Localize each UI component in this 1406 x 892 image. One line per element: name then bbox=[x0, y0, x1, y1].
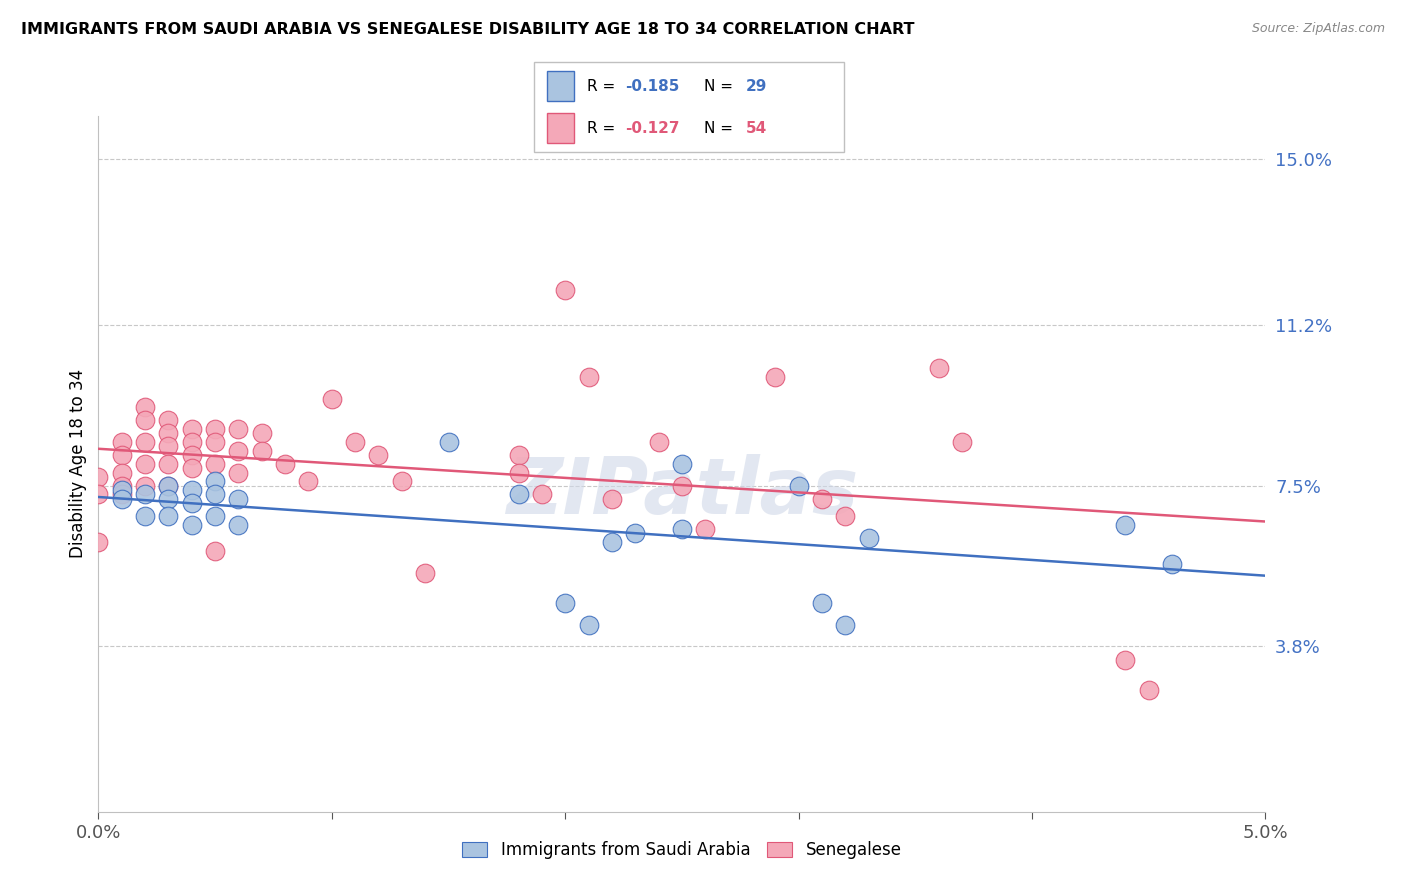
Point bbox=[180, 448, 202, 462]
Point bbox=[87, 535, 110, 549]
Point bbox=[671, 522, 693, 536]
Point bbox=[180, 496, 202, 510]
Point bbox=[763, 369, 786, 384]
Point bbox=[1161, 557, 1184, 571]
Point bbox=[228, 443, 250, 458]
Text: ZIPatlas: ZIPatlas bbox=[506, 454, 858, 530]
Text: -0.127: -0.127 bbox=[626, 120, 681, 136]
Point bbox=[157, 457, 180, 471]
Point bbox=[157, 426, 180, 441]
Text: Source: ZipAtlas.com: Source: ZipAtlas.com bbox=[1251, 22, 1385, 36]
Point bbox=[111, 448, 134, 462]
FancyBboxPatch shape bbox=[534, 62, 844, 152]
Point bbox=[157, 491, 180, 506]
Point bbox=[157, 478, 180, 492]
Point bbox=[250, 443, 273, 458]
Point bbox=[508, 448, 530, 462]
Point bbox=[858, 531, 880, 545]
Text: N =: N = bbox=[704, 78, 738, 94]
Point bbox=[600, 491, 623, 506]
Point bbox=[180, 461, 202, 475]
Point bbox=[578, 369, 600, 384]
Point bbox=[530, 487, 553, 501]
Point bbox=[228, 466, 250, 480]
Point bbox=[157, 413, 180, 427]
Point bbox=[1114, 517, 1136, 532]
Point bbox=[111, 466, 134, 480]
Legend: Immigrants from Saudi Arabia, Senegalese: Immigrants from Saudi Arabia, Senegalese bbox=[456, 835, 908, 866]
Text: R =: R = bbox=[586, 78, 620, 94]
Point bbox=[671, 457, 693, 471]
Point bbox=[111, 487, 134, 501]
Point bbox=[134, 401, 156, 415]
Point bbox=[134, 487, 156, 501]
Point bbox=[157, 478, 180, 492]
Point bbox=[647, 435, 669, 450]
Point bbox=[111, 483, 134, 497]
Point bbox=[111, 435, 134, 450]
Point bbox=[111, 491, 134, 506]
Point bbox=[87, 470, 110, 484]
Point bbox=[180, 422, 202, 436]
Point bbox=[134, 508, 156, 523]
Point bbox=[554, 283, 576, 297]
Point bbox=[437, 435, 460, 450]
Point bbox=[508, 487, 530, 501]
Point bbox=[204, 457, 226, 471]
Point bbox=[811, 596, 834, 610]
Point bbox=[250, 426, 273, 441]
Point bbox=[624, 526, 647, 541]
Point bbox=[204, 487, 226, 501]
Point bbox=[87, 487, 110, 501]
Point bbox=[180, 517, 202, 532]
Text: 29: 29 bbox=[747, 78, 768, 94]
Point bbox=[157, 440, 180, 454]
Point bbox=[1137, 683, 1160, 698]
Point bbox=[344, 435, 367, 450]
Text: -0.185: -0.185 bbox=[626, 78, 681, 94]
Point bbox=[228, 517, 250, 532]
Point bbox=[950, 435, 973, 450]
Point bbox=[671, 478, 693, 492]
Point bbox=[787, 478, 810, 492]
Point bbox=[554, 596, 576, 610]
Point bbox=[600, 535, 623, 549]
Point bbox=[134, 478, 156, 492]
Point bbox=[228, 422, 250, 436]
Text: IMMIGRANTS FROM SAUDI ARABIA VS SENEGALESE DISABILITY AGE 18 TO 34 CORRELATION C: IMMIGRANTS FROM SAUDI ARABIA VS SENEGALE… bbox=[21, 22, 914, 37]
Point bbox=[811, 491, 834, 506]
Point bbox=[228, 491, 250, 506]
Point bbox=[367, 448, 389, 462]
Point bbox=[111, 478, 134, 492]
Text: R =: R = bbox=[586, 120, 620, 136]
Point bbox=[134, 435, 156, 450]
Point bbox=[391, 475, 413, 489]
Point bbox=[508, 466, 530, 480]
Point bbox=[204, 435, 226, 450]
Point bbox=[274, 457, 297, 471]
Point bbox=[321, 392, 343, 406]
Point bbox=[578, 617, 600, 632]
Point bbox=[180, 483, 202, 497]
Point bbox=[297, 475, 319, 489]
Point bbox=[204, 508, 226, 523]
Point bbox=[413, 566, 436, 580]
Point bbox=[1114, 652, 1136, 666]
Point bbox=[834, 617, 856, 632]
Point bbox=[157, 508, 180, 523]
Point bbox=[134, 413, 156, 427]
Text: 54: 54 bbox=[747, 120, 768, 136]
FancyBboxPatch shape bbox=[547, 71, 575, 101]
Point bbox=[204, 475, 226, 489]
Y-axis label: Disability Age 18 to 34: Disability Age 18 to 34 bbox=[69, 369, 87, 558]
Point bbox=[834, 508, 856, 523]
FancyBboxPatch shape bbox=[547, 113, 575, 143]
Point bbox=[695, 522, 717, 536]
Point bbox=[928, 361, 950, 376]
Point bbox=[180, 435, 202, 450]
Point bbox=[134, 457, 156, 471]
Point bbox=[204, 544, 226, 558]
Point bbox=[204, 422, 226, 436]
Text: N =: N = bbox=[704, 120, 738, 136]
